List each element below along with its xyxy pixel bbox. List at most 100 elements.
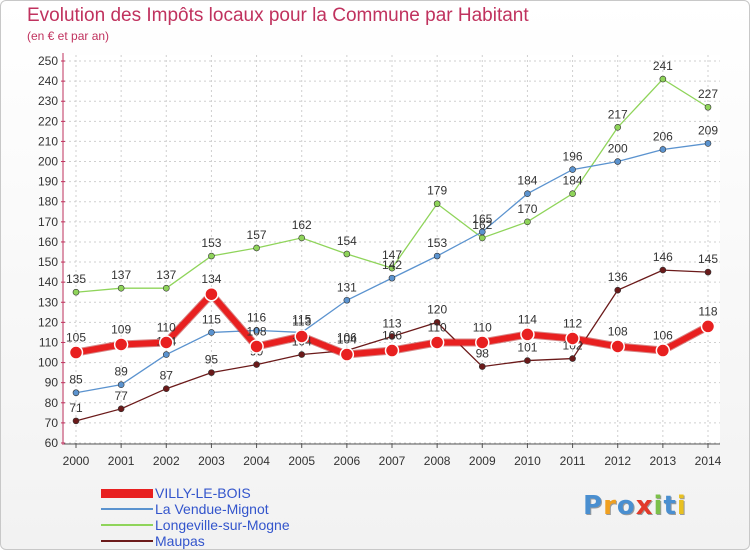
data-point xyxy=(253,327,260,334)
data-point xyxy=(433,252,441,260)
data-label: 106 xyxy=(337,331,357,345)
data-label: 137 xyxy=(156,268,176,282)
data-point xyxy=(704,268,712,276)
legend-item: Maupas xyxy=(101,533,401,549)
data-label: 157 xyxy=(247,228,267,242)
data-label: 108 xyxy=(247,324,267,338)
data-label: 87 xyxy=(160,369,174,383)
data-label: 162 xyxy=(472,218,492,232)
data-point xyxy=(253,244,260,252)
logo-letter: r xyxy=(603,491,617,521)
data-point xyxy=(655,343,671,358)
data-label: 153 xyxy=(201,236,221,250)
data-label: 170 xyxy=(517,202,537,216)
y-tick-label: 110 xyxy=(39,335,58,349)
data-label: 154 xyxy=(337,234,357,248)
data-point xyxy=(433,319,441,326)
data-point xyxy=(253,361,260,368)
data-point xyxy=(478,228,486,236)
x-tick-label: 2008 xyxy=(424,454,451,468)
data-point xyxy=(524,218,531,226)
data-point xyxy=(117,284,125,292)
data-label: 114 xyxy=(518,312,537,326)
data-label: 105 xyxy=(66,331,86,345)
data-point xyxy=(204,286,219,302)
legend-swatch xyxy=(101,540,153,542)
x-tick-label: 2004 xyxy=(243,454,270,468)
data-point xyxy=(68,345,84,360)
data-label: 109 xyxy=(111,322,131,336)
data-point xyxy=(339,347,355,362)
y-tick-label: 170 xyxy=(38,215,58,229)
data-point xyxy=(659,146,667,153)
data-label: 110 xyxy=(473,320,492,334)
data-point xyxy=(384,343,400,358)
y-tick-label: 150 xyxy=(38,255,58,269)
data-point xyxy=(614,286,622,294)
data-label: 115 xyxy=(292,312,311,326)
data-label: 135 xyxy=(66,272,86,286)
logo-letter: i xyxy=(676,491,687,521)
data-label: 108 xyxy=(608,324,628,338)
data-point xyxy=(614,158,622,165)
x-tick-label: 2003 xyxy=(198,454,225,468)
data-point xyxy=(700,319,716,334)
y-tick-label: 120 xyxy=(38,315,58,329)
data-label: 110 xyxy=(157,320,176,334)
data-label: 146 xyxy=(653,250,673,264)
data-label: 106 xyxy=(653,329,673,343)
legend-label: Longeville-sur-Mogne xyxy=(155,517,290,533)
data-point xyxy=(524,357,531,364)
data-point xyxy=(520,327,535,342)
data-point xyxy=(298,234,306,242)
data-label: 104 xyxy=(337,333,357,347)
data-point xyxy=(704,103,712,111)
data-label: 184 xyxy=(563,174,583,188)
x-tick-label: 2010 xyxy=(514,454,541,468)
proxiti-logo: Proxiti xyxy=(583,491,687,521)
data-label: 209 xyxy=(698,123,718,137)
data-label: 98 xyxy=(476,347,490,361)
data-label: 112 xyxy=(563,316,582,330)
data-point xyxy=(433,200,441,208)
data-point xyxy=(429,335,445,350)
data-label: 147 xyxy=(382,248,402,262)
plot-area xyxy=(64,55,720,443)
data-point xyxy=(159,335,174,350)
y-tick-label: 160 xyxy=(38,235,58,249)
chart-legend: VILLY-LE-BOIS La Vendue-Mignot Longeville-… xyxy=(101,485,401,549)
data-point xyxy=(569,355,576,362)
data-point xyxy=(298,351,306,358)
data-point xyxy=(162,284,170,292)
x-tick-label: 2009 xyxy=(469,454,496,468)
logo-letter: t xyxy=(663,491,677,521)
legend-swatch xyxy=(101,524,153,526)
data-label: 95 xyxy=(205,353,219,367)
x-tick-label: 2011 xyxy=(560,454,586,468)
data-label: 200 xyxy=(608,142,628,156)
data-point xyxy=(565,331,580,346)
data-label: 179 xyxy=(427,184,447,198)
data-point xyxy=(569,190,576,197)
x-tick-label: 2001 xyxy=(108,454,135,468)
legend-swatch xyxy=(101,508,153,510)
data-label: 113 xyxy=(292,314,311,328)
data-point xyxy=(72,389,80,397)
data-point xyxy=(343,250,351,258)
chart-title: Evolution des Impôts locaux pour la Comm… xyxy=(27,5,529,26)
data-point xyxy=(117,405,125,413)
y-tick-label: 230 xyxy=(38,94,58,108)
data-point xyxy=(478,363,486,370)
data-point xyxy=(294,329,309,344)
data-label: 241 xyxy=(653,59,673,73)
data-label: 116 xyxy=(247,310,266,324)
data-label: 134 xyxy=(201,272,221,286)
data-label: 115 xyxy=(202,312,221,326)
data-label: 120 xyxy=(427,302,447,316)
data-point xyxy=(475,335,490,350)
data-label: 118 xyxy=(698,304,717,318)
legend-item: Longeville-sur-Mogne xyxy=(101,517,401,533)
legend-item: La Vendue-Mignot xyxy=(101,501,401,517)
logo-letter: i xyxy=(653,491,664,521)
